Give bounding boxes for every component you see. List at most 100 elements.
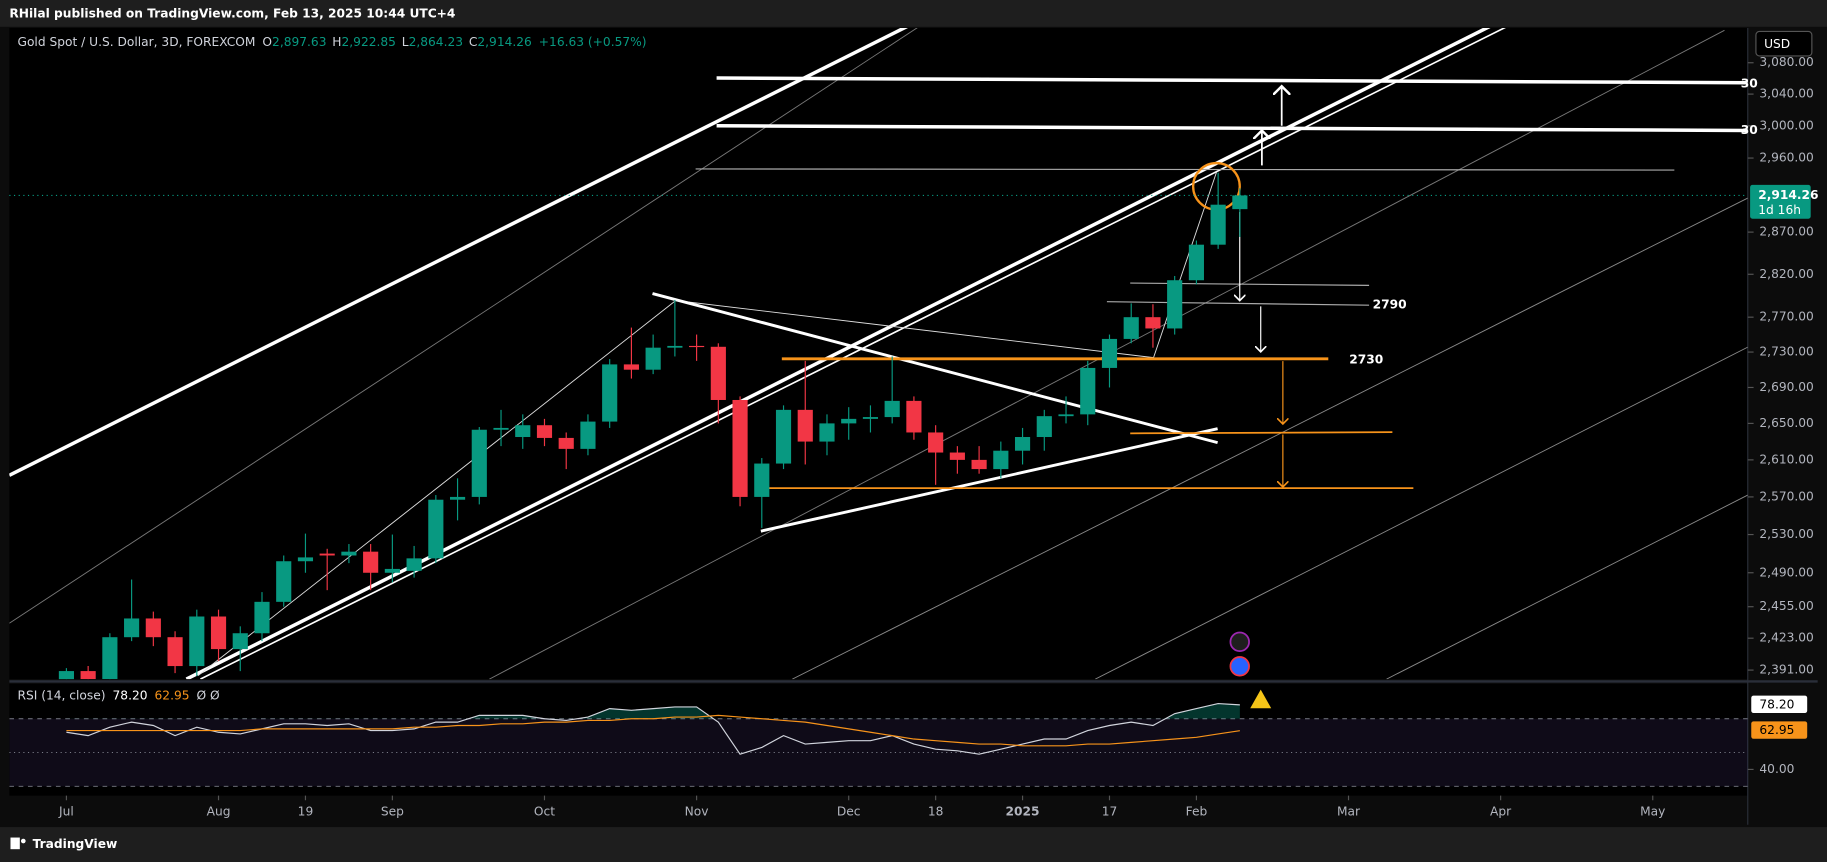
candles bbox=[58, 172, 1248, 680]
y-tick-label: 2,730.00 bbox=[1759, 345, 1813, 359]
level-line bbox=[695, 168, 1675, 171]
currency-button[interactable] bbox=[1755, 30, 1813, 57]
rsi-value-box bbox=[1751, 695, 1808, 714]
candle-body bbox=[232, 633, 248, 650]
y-tick-label: 2,960.00 bbox=[1759, 151, 1813, 165]
y-tick-label: 2,690.00 bbox=[1759, 380, 1813, 394]
level-line bbox=[716, 124, 1748, 133]
candle-body bbox=[1058, 414, 1074, 417]
level-label: 2730 bbox=[1349, 352, 1383, 366]
candle-body bbox=[754, 463, 770, 497]
candle-body bbox=[1167, 280, 1183, 329]
candle-body bbox=[906, 400, 922, 433]
x-tick-label: Apr bbox=[1490, 804, 1512, 818]
level-line bbox=[716, 76, 1748, 85]
candle-body bbox=[1123, 317, 1139, 339]
top-bar bbox=[0, 0, 1827, 27]
footer-bar bbox=[0, 827, 1827, 862]
y-tick-label: 2,820.00 bbox=[1759, 267, 1813, 281]
y-tick-label: 3,000.00 bbox=[1759, 118, 1813, 132]
candle-body bbox=[189, 616, 205, 667]
candle-body bbox=[319, 553, 335, 556]
last-price-label: 2,914.26 bbox=[1758, 188, 1818, 202]
triangle-upper bbox=[652, 292, 1218, 445]
x-tick-label: May bbox=[1640, 804, 1665, 818]
candle-body bbox=[797, 409, 813, 442]
candle-body bbox=[210, 616, 227, 650]
level-line bbox=[1130, 431, 1393, 435]
level-label: 30 bbox=[1741, 123, 1758, 137]
candle-body bbox=[297, 557, 314, 562]
candle-body bbox=[471, 429, 487, 497]
y-tick-label: 2,530.00 bbox=[1759, 527, 1813, 541]
channel-line bbox=[1386, 494, 1748, 680]
candle-body bbox=[428, 499, 444, 559]
candle-body bbox=[102, 637, 118, 680]
candle-body bbox=[689, 345, 705, 348]
overbought-fill bbox=[66, 703, 1240, 719]
candle-body bbox=[645, 347, 661, 370]
candle-body bbox=[558, 437, 574, 449]
candle-body bbox=[993, 450, 1009, 470]
candle-body bbox=[949, 452, 965, 460]
series-layer: 3,080.00 3,040.00 3,000.00 2,960.00 2,870.00… bbox=[9, 55, 1819, 818]
y-tick-label: 2,455.00 bbox=[1759, 599, 1813, 613]
y-tick-label: 3,040.00 bbox=[1759, 87, 1813, 101]
candle-body bbox=[1232, 195, 1248, 210]
candle-body bbox=[515, 425, 531, 438]
y-tick-label: 40.00 bbox=[1759, 762, 1794, 776]
currency[interactable]: USD bbox=[1764, 37, 1790, 51]
candle-body bbox=[580, 421, 596, 449]
candle-body bbox=[819, 423, 835, 442]
x-tick-label: Aug bbox=[207, 804, 231, 818]
candle-body bbox=[623, 364, 639, 370]
candle-body bbox=[862, 417, 879, 419]
candle-body bbox=[493, 427, 509, 430]
candle-body bbox=[602, 364, 618, 422]
candle-body bbox=[80, 671, 96, 680]
rsi-layer bbox=[9, 702, 1748, 787]
legend: Gold Spot / U.S. Dollar, 3D, FOREXCOM O2,… bbox=[17, 34, 646, 48]
rsi-value-label: 62.95 bbox=[1759, 723, 1794, 737]
x-tick-label: Oct bbox=[534, 804, 555, 818]
candle-body bbox=[732, 399, 748, 497]
rsi-value-label: 78.20 bbox=[1759, 697, 1794, 711]
candle-body bbox=[363, 551, 379, 573]
x-tick-label: 18 bbox=[928, 804, 944, 818]
x-tick-label: Mar bbox=[1337, 804, 1361, 818]
candle-body bbox=[145, 618, 161, 638]
candle-body bbox=[254, 601, 270, 634]
y-tick-label: 2,570.00 bbox=[1759, 489, 1813, 503]
candle-body bbox=[1210, 204, 1226, 245]
tv-logo bbox=[10, 837, 26, 850]
x-tick-label: 19 bbox=[298, 804, 314, 818]
y-tick-label: 2,610.00 bbox=[1759, 452, 1813, 466]
candle-body bbox=[710, 346, 726, 400]
y-tick-label: 2,870.00 bbox=[1759, 225, 1813, 239]
swing-line bbox=[197, 172, 1217, 676]
candle-body bbox=[58, 671, 74, 680]
candle-body bbox=[124, 618, 140, 638]
footer-brand: TradingView bbox=[33, 837, 118, 851]
x-tick-label: 17 bbox=[1102, 804, 1118, 818]
y-tick-label: 3,080.00 bbox=[1759, 55, 1813, 69]
candle-body bbox=[1014, 437, 1031, 451]
candle-body bbox=[276, 561, 292, 602]
candle-body bbox=[1101, 338, 1118, 368]
candle-body bbox=[1188, 244, 1204, 281]
x-tick-label: Jul bbox=[58, 804, 74, 818]
channel-line bbox=[1095, 346, 1748, 680]
channel-top bbox=[9, 27, 909, 477]
candle-body bbox=[384, 568, 400, 573]
triangle-lower bbox=[760, 427, 1218, 533]
candle-body bbox=[1036, 416, 1052, 438]
candle-body bbox=[775, 409, 792, 464]
candle-body bbox=[928, 432, 944, 453]
y-tick-label: 2,650.00 bbox=[1759, 416, 1813, 430]
level-label: 30 bbox=[1741, 76, 1758, 90]
y-tick-label: 2,490.00 bbox=[1759, 565, 1813, 579]
event-icons bbox=[1229, 631, 1250, 677]
x-tick-label: Feb bbox=[1186, 804, 1208, 818]
